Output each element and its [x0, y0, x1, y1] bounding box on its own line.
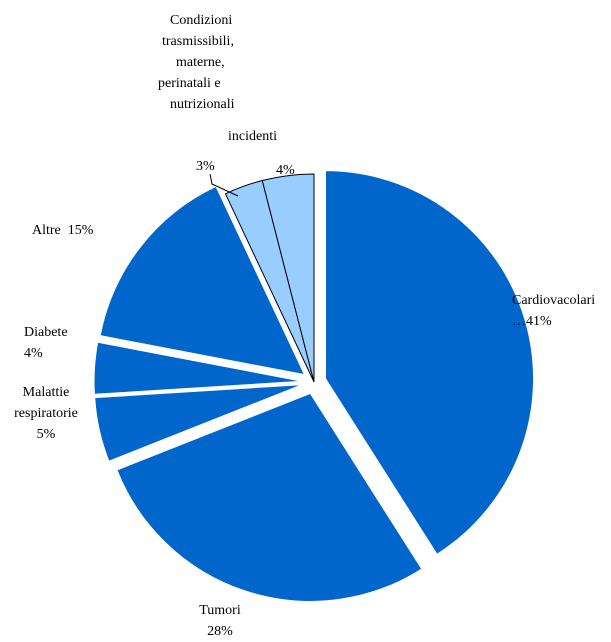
label-altre-text: Altre 15% — [32, 223, 94, 238]
label-condizioni-line4: perinatali e — [158, 76, 221, 91]
label-diabete-name: Diabete — [24, 325, 68, 340]
label-malattie-line2: respiratorie — [14, 406, 78, 421]
label-pct-incidenti: 4% — [276, 160, 295, 181]
label-incidenti-text: incidenti — [228, 129, 277, 144]
label-condizioni-line3: materne, — [176, 55, 225, 70]
pie-slice-malattie — [94, 384, 303, 462]
label-cardiovascolari-name: Cardiovacolari — [512, 293, 596, 308]
label-tumori-value: 28% — [207, 624, 233, 639]
label-incidenti: incidenti — [228, 126, 277, 147]
label-condizioni-line1: Condizioni — [170, 13, 233, 28]
pie-slice-tumori — [116, 392, 423, 602]
label-cardiovascolari: Cardiovacolari …41% — [512, 290, 595, 332]
pie-slice-incidenti — [261, 173, 315, 383]
label-malattie-line1: Malattie — [22, 385, 70, 400]
label-altre: Altre 15% — [32, 220, 93, 241]
label-condizioni-line5: nutrizionali — [170, 97, 235, 112]
leader-line-condizioni — [209, 173, 239, 197]
label-pct-condizioni-text: 3% — [196, 159, 215, 174]
label-pct-incidenti-text: 4% — [276, 163, 295, 178]
label-malattie-value: 5% — [36, 427, 56, 442]
label-tumori-name: Tumori — [199, 603, 241, 618]
pie-slice-diabete — [93, 341, 303, 395]
label-cardiovascolari-value: …41% — [512, 314, 552, 329]
pie-slice-cardiovacolari — [325, 170, 534, 555]
label-diabete-value: 4% — [24, 346, 43, 361]
label-condizioni: Condizioni trasmissibili, materne, perin… — [158, 10, 235, 115]
label-malattie-respiratorie: Malattie respiratorie 5% — [2, 382, 90, 445]
label-diabete: Diabete 4% — [24, 322, 68, 364]
label-tumori: Tumori 28% — [180, 600, 260, 642]
label-pct-condizioni: 3% — [196, 156, 215, 177]
pie-slice-altre — [99, 185, 306, 376]
label-condizioni-line2: trasmissibili, — [162, 34, 234, 49]
